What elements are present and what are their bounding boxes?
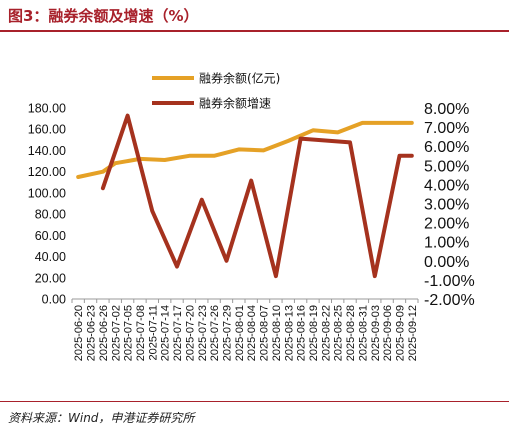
y-left-tick-label: 20.00 bbox=[35, 271, 66, 285]
x-tick-label: 2025-09-03 bbox=[370, 305, 382, 361]
y-left-tick-label: 80.00 bbox=[35, 208, 66, 222]
y-left-tick-label: 100.00 bbox=[28, 186, 66, 200]
chart-title: 图3：融券余额及增速（%） bbox=[8, 7, 199, 25]
y-left-tick-label: 0.00 bbox=[42, 293, 66, 307]
source-note: 资料来源：Wind，申港证券研究所 bbox=[8, 411, 195, 425]
y-left-tick-label: 120.00 bbox=[28, 165, 66, 179]
x-tick-label: 2025-07-26 bbox=[209, 305, 221, 361]
y-right-tick-label: 7.00% bbox=[424, 120, 469, 137]
y-left-tick-label: 40.00 bbox=[35, 250, 66, 264]
x-tick-label: 2025-08-10 bbox=[271, 305, 283, 361]
x-tick-label: 2025-08-13 bbox=[283, 305, 295, 361]
legend-label-growth: 融券余额增速 bbox=[199, 96, 271, 111]
y-right-tick-label: 5.00% bbox=[424, 158, 469, 175]
x-tick-label: 2025-08-28 bbox=[345, 305, 357, 361]
y-left-tick-label: 140.00 bbox=[28, 144, 66, 158]
y-right-tick-label: -1.00% bbox=[424, 273, 475, 290]
x-tick-label: 2025-08-25 bbox=[333, 305, 345, 361]
x-tick-label: 2025-07-17 bbox=[172, 305, 184, 361]
y-right-tick-label: 0.00% bbox=[424, 254, 469, 271]
x-tick-label: 2025-07-05 bbox=[123, 305, 135, 361]
y-left-tick-label: 160.00 bbox=[28, 123, 66, 137]
y-left-tick-label: 60.00 bbox=[35, 229, 66, 243]
x-tick-label: 2025-06-23 bbox=[86, 305, 98, 361]
y-right-tick-label: 3.00% bbox=[424, 197, 469, 214]
x-tick-label: 2025-07-29 bbox=[221, 305, 233, 361]
x-tick-label: 2025-07-23 bbox=[197, 305, 209, 361]
title-rule bbox=[0, 30, 509, 32]
x-tick-label: 2025-07-08 bbox=[135, 305, 147, 361]
legend-label-balance: 融券余额(亿元) bbox=[199, 71, 280, 86]
y-right-tick-label: -2.00% bbox=[424, 292, 475, 309]
y-right-tick-label: 6.00% bbox=[424, 139, 469, 156]
x-tick-label: 2025-08-22 bbox=[320, 305, 332, 361]
x-tick-label: 2025-06-20 bbox=[73, 305, 85, 361]
x-tick-label: 2025-09-12 bbox=[407, 305, 419, 361]
x-tick-label: 2025-07-11 bbox=[147, 305, 159, 360]
y-right-tick-label: 8.00% bbox=[424, 101, 469, 118]
source-rule bbox=[0, 401, 509, 402]
y-right-tick-label: 1.00% bbox=[424, 235, 469, 252]
balance-series-line bbox=[76, 120, 414, 179]
x-tick-label: 2025-08-04 bbox=[246, 305, 258, 361]
y-right-tick-label: 2.00% bbox=[424, 216, 469, 233]
x-tick-label: 2025-08-01 bbox=[234, 305, 246, 361]
x-tick-label: 2025-08-16 bbox=[296, 305, 308, 361]
x-tick-label: 2025-07-02 bbox=[110, 305, 122, 361]
x-tick-label: 2025-07-14 bbox=[160, 305, 172, 361]
y-left-tick-label: 180.00 bbox=[28, 102, 66, 116]
y-right-tick-label: 4.00% bbox=[424, 177, 469, 194]
x-tick-label: 2025-09-09 bbox=[394, 305, 406, 361]
x-tick-label: 2025-08-31 bbox=[357, 305, 369, 361]
x-tick-label: 2025-08-07 bbox=[259, 305, 271, 361]
x-tick-label: 2025-08-19 bbox=[308, 305, 320, 361]
growth-series-line bbox=[100, 113, 414, 279]
x-tick-label: 2025-06-26 bbox=[98, 305, 110, 361]
x-tick-label: 2025-07-20 bbox=[184, 305, 196, 361]
x-tick-label: 2025-09-06 bbox=[382, 305, 394, 361]
